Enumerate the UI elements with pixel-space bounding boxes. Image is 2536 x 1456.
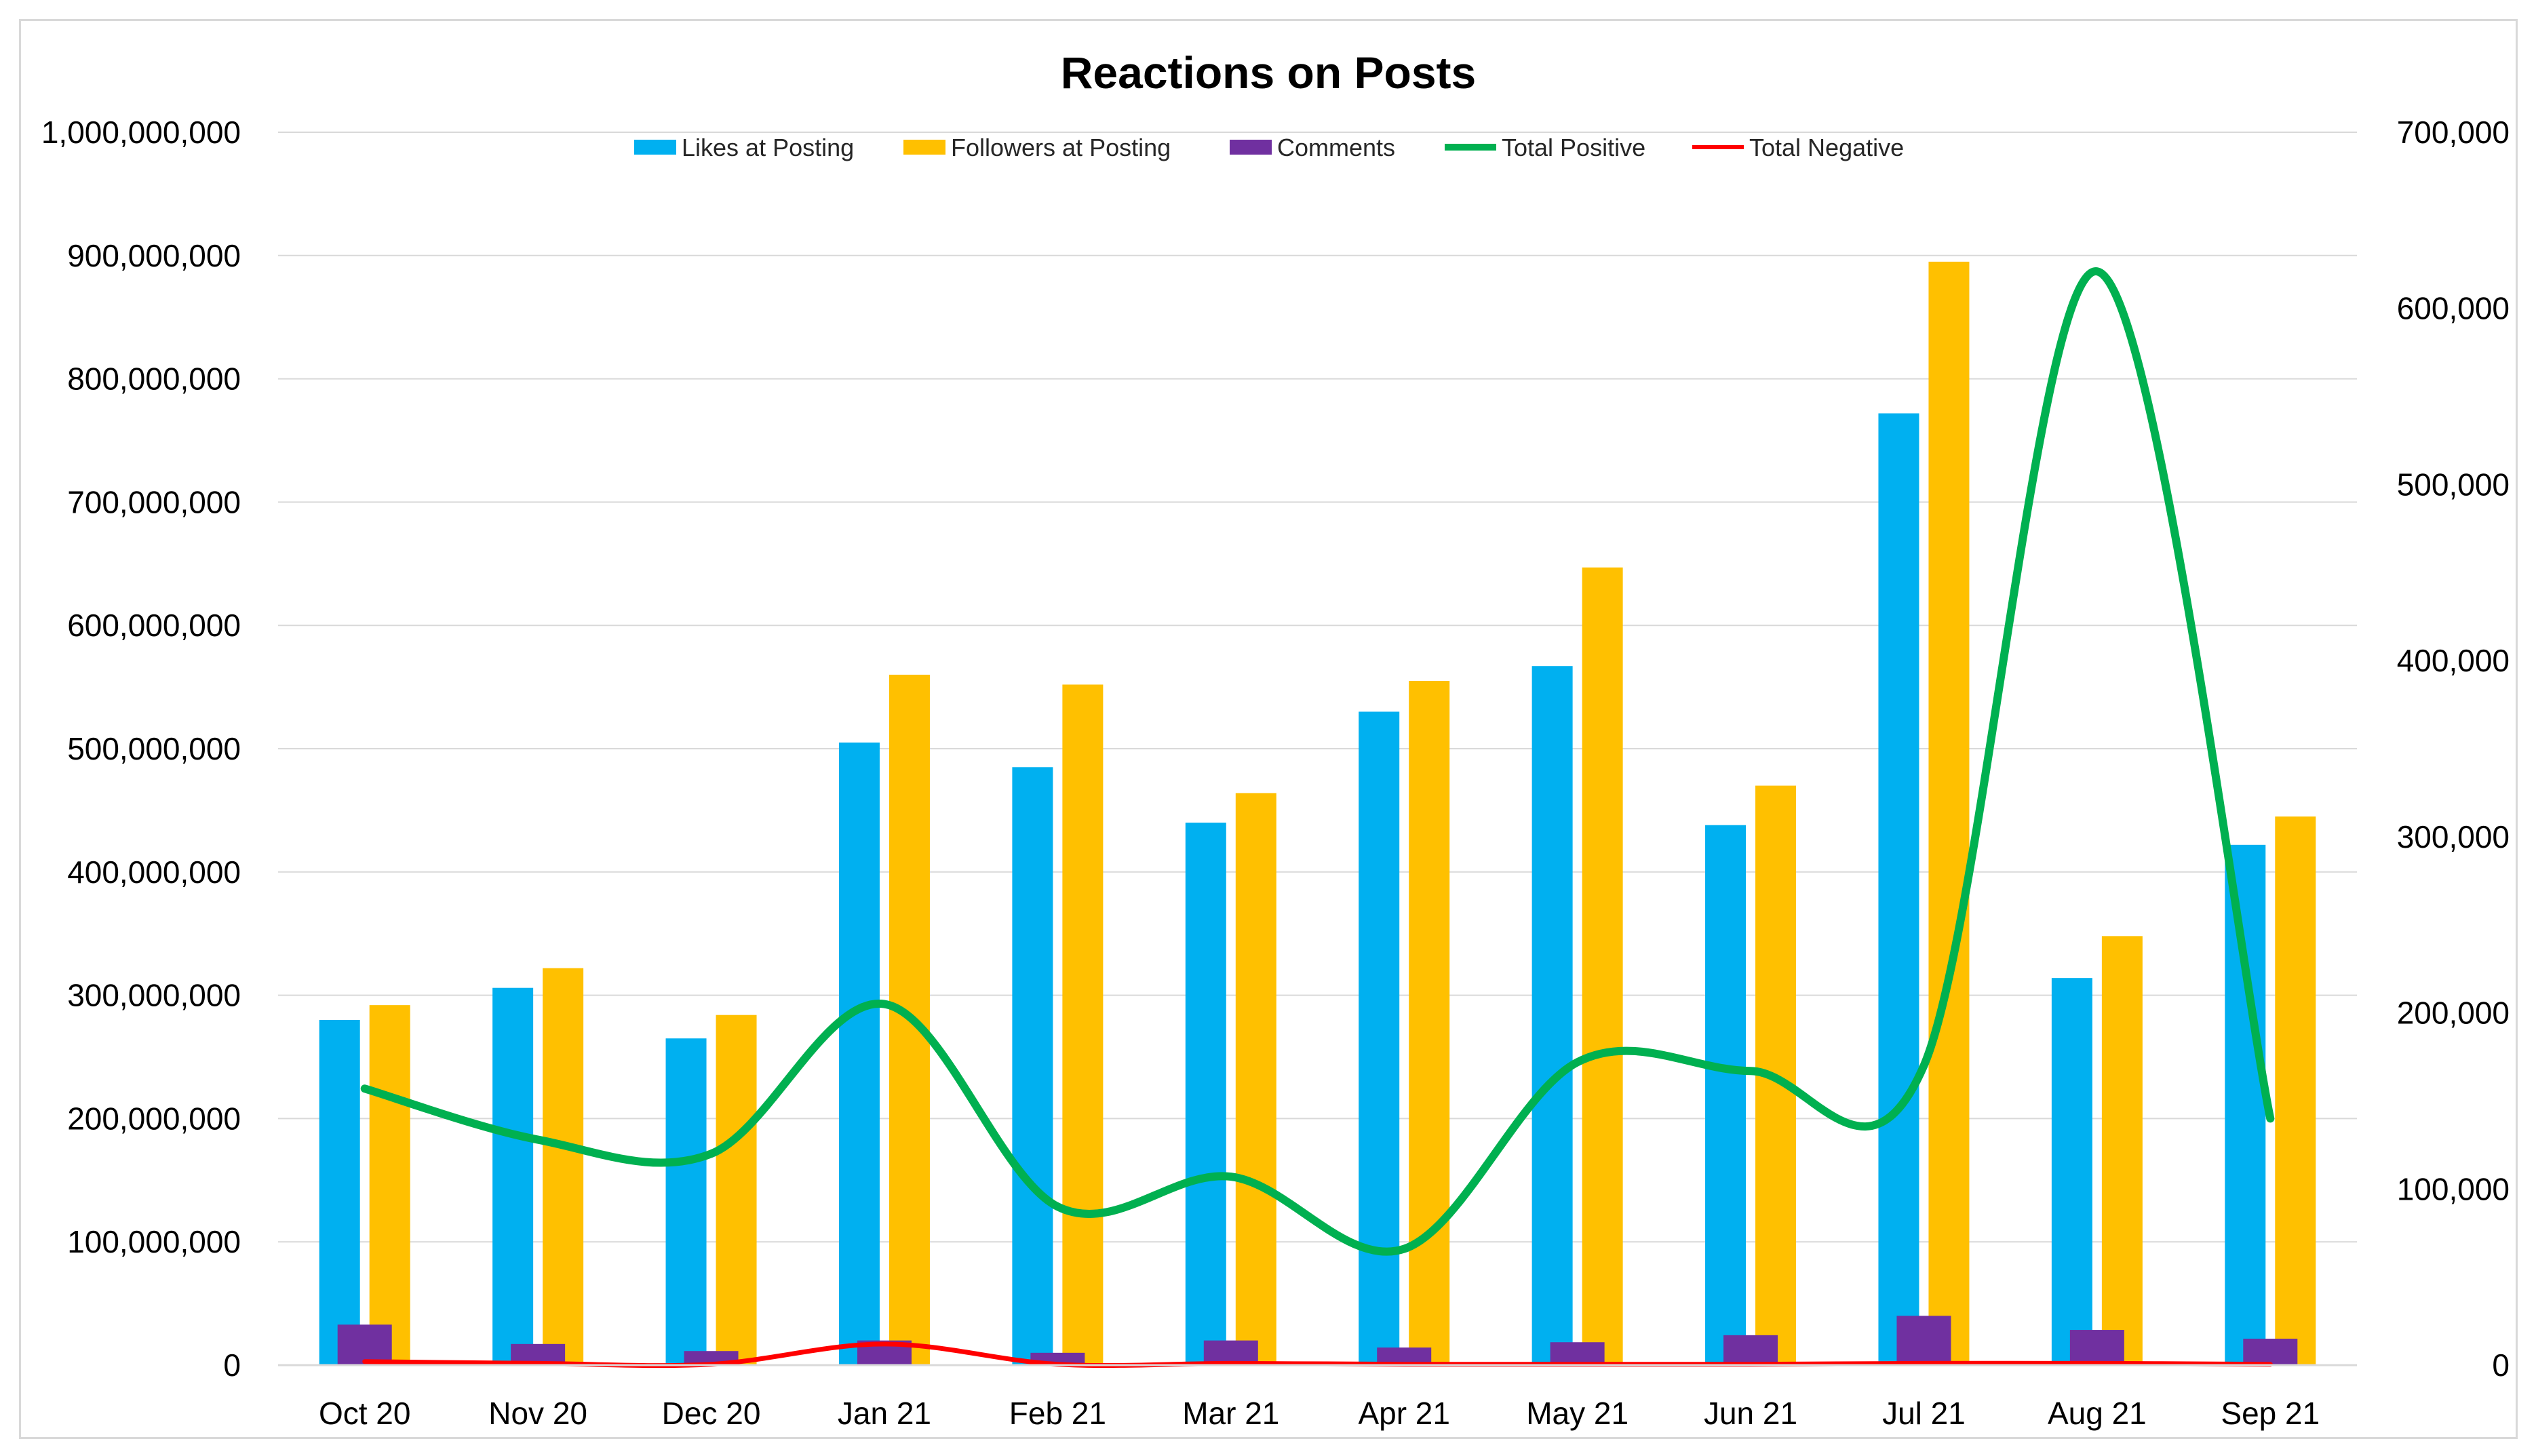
left-axis-tick-label: 200,000,000 [67,1101,241,1136]
x-axis-tick-label: Dec 20 [662,1396,761,1431]
bar-followers-at-posting [1062,684,1104,1365]
bar-comments [1550,1342,1605,1365]
right-axis-tick-label: 300,000 [2397,819,2510,854]
right-axis-tick-label: 0 [2492,1347,2510,1383]
bar-followers-at-posting [1582,567,1623,1365]
chart-title: Reactions on Posts [1061,47,1476,98]
legend-swatch-likes-at-posting [634,140,676,155]
right-axis-ticks: 0 100,000 200,000 300,000 400,000 500,000 600,… [2397,115,2510,1383]
x-axis-tick-label: Oct 20 [319,1396,411,1431]
left-axis-tick-label: 600,000,000 [67,608,241,643]
legend-label-followers-at-posting: Followers at Posting [951,134,1171,161]
right-axis-tick-label: 500,000 [2397,467,2510,502]
legend-label-likes-at-posting: Likes at Posting [682,134,854,161]
bar-likes-at-posting [1359,711,1400,1365]
left-axis-tick-label: 400,000,000 [67,854,241,890]
lines [360,267,2275,1369]
legend: Likes at Posting Followers at Posting Comm… [634,134,1904,161]
bar-comments [2243,1339,2298,1365]
bar-followers-at-posting [2101,936,2143,1365]
bar-followers-at-posting [2275,816,2316,1365]
left-axis-tick-label: 700,000,000 [67,484,241,519]
bar-likes-at-posting [838,742,880,1365]
x-axis-ticks: Oct 20 Nov 20 Dec 20 Jan 21 Feb 21 Mar 21 Apr … [319,1396,2320,1431]
bar-followers-at-posting [1235,793,1276,1365]
left-axis-tick-label: 300,000,000 [67,978,241,1013]
bar-followers-at-posting [369,1005,410,1365]
bar-followers-at-posting [543,968,584,1365]
x-axis-tick-label: Sep 21 [2221,1396,2320,1431]
bar-likes-at-posting [2225,844,2266,1365]
bar-comments [337,1324,392,1365]
gridlines [278,132,2357,1243]
bar-comments [1723,1335,1778,1365]
x-axis-tick-label: Aug 21 [2048,1396,2147,1431]
left-axis-tick-label: 0 [223,1347,241,1383]
left-axis-tick-label: 900,000,000 [67,238,241,273]
bar-likes-at-posting [665,1038,707,1365]
x-axis-tick-label: Jun 21 [1704,1396,1797,1431]
left-axis-tick-label: 1,000,000,000 [41,115,241,150]
left-axis-tick-label: 500,000,000 [67,731,241,766]
x-axis-tick-label: May 21 [1526,1396,1628,1431]
bar-comments [1896,1316,1951,1365]
bar-followers-at-posting [1409,681,1450,1365]
left-axis-tick-label: 800,000,000 [67,361,241,397]
right-axis-tick-label: 600,000 [2397,291,2510,326]
bar-likes-at-posting [1185,823,1226,1365]
legend-swatch-followers-at-posting [903,140,945,155]
bar-followers-at-posting [1928,261,1970,1365]
x-axis-tick-label: Feb 21 [1009,1396,1106,1431]
right-axis-tick-label: 100,000 [2397,1171,2510,1206]
legend-label-comments: Comments [1277,134,1395,161]
bar-likes-at-posting [1705,825,1747,1365]
bar-likes-at-posting [492,987,534,1365]
x-axis-tick-label: Nov 20 [488,1396,587,1431]
left-axis-ticks: 0 100,000,000 200,000,000 300,000,000 400,00… [41,115,241,1383]
bar-likes-at-posting [2051,978,2092,1365]
bar-followers-at-posting [716,1015,757,1365]
legend-label-total-positive: Total Positive [1502,134,1645,161]
bar-likes-at-posting [1532,666,1573,1365]
bars [319,261,2316,1365]
x-axis-tick-label: Jul 21 [1882,1396,1966,1431]
x-axis-tick-label: Mar 21 [1182,1396,1279,1431]
x-axis-tick-label: Jan 21 [838,1396,931,1431]
x-axis-tick-label: Apr 21 [1358,1396,1450,1431]
right-axis-tick-label: 200,000 [2397,996,2510,1031]
legend-label-total-negative: Total Negative [1749,134,1904,161]
line-total-positive [360,267,2275,1256]
left-axis-tick-label: 100,000,000 [67,1224,241,1259]
bar-comments [2069,1330,2124,1365]
line-total-negative [362,1341,2273,1369]
legend-swatch-comments [1230,140,1272,155]
right-axis-tick-label: 700,000 [2397,115,2510,150]
bar-likes-at-posting [1878,413,1919,1365]
bar-likes-at-posting [1012,767,1053,1365]
bar-likes-at-posting [319,1019,360,1365]
right-axis-tick-label: 400,000 [2397,643,2510,678]
